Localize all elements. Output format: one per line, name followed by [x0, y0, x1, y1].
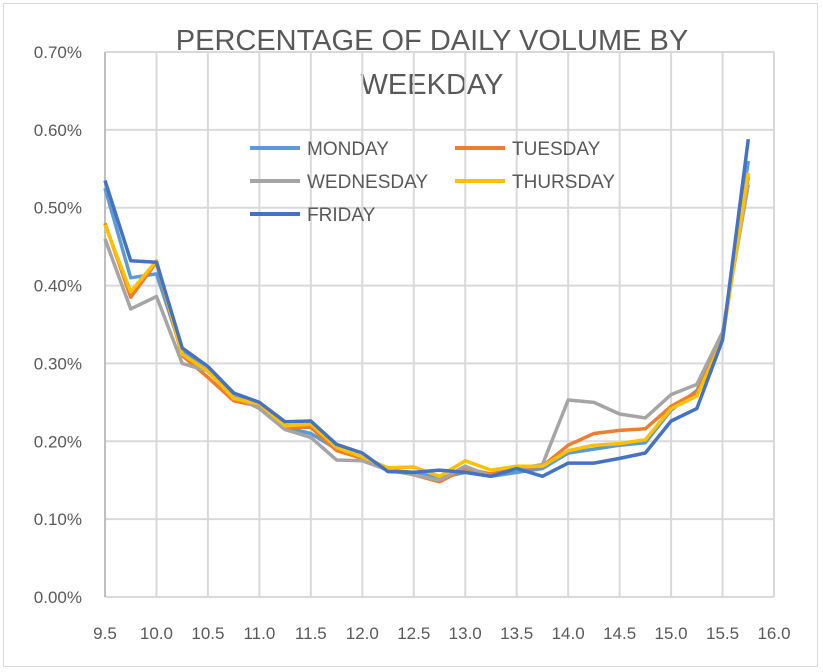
- y-tick-label: 0.70%: [34, 43, 82, 62]
- x-tick-label: 14.5: [603, 624, 636, 643]
- x-tick-label: 12.5: [397, 624, 430, 643]
- x-tick-label: 15.5: [706, 624, 739, 643]
- y-tick-label: 0.00%: [34, 588, 82, 607]
- y-tick-label: 0.60%: [34, 121, 82, 140]
- legend-label-wednesday: WEDNESDAY: [307, 172, 428, 193]
- x-tick-label: 9.5: [93, 624, 117, 643]
- x-tick-label: 12.0: [346, 624, 379, 643]
- x-tick-label: 10.5: [191, 624, 224, 643]
- chart-frame: [3, 3, 818, 667]
- x-tick-label: 11.0: [243, 624, 275, 643]
- x-tick-label: 13.0: [449, 624, 482, 643]
- series-line-thursday: [103, 172, 751, 479]
- legend-label-tuesday: TUESDAY: [512, 139, 601, 160]
- y-tick-label: 0.30%: [34, 354, 82, 373]
- legend-label-monday: MONDAY: [307, 139, 389, 160]
- y-tick-label: 0.50%: [34, 199, 82, 218]
- x-tick-label: 14.0: [552, 624, 585, 643]
- x-tick-label: 16.0: [757, 624, 790, 643]
- x-tick-label: 13.5: [500, 624, 533, 643]
- chart-title-line-2: WEEKDAY: [361, 69, 504, 101]
- x-tick-label: 15.0: [655, 624, 688, 643]
- x-tick-label: 10.0: [140, 624, 173, 643]
- y-tick-label: 0.40%: [34, 277, 82, 296]
- x-tick-label: 11.5: [295, 624, 327, 643]
- series-line-friday: [103, 138, 751, 479]
- y-tick-label: 0.10%: [34, 510, 82, 529]
- legend-label-friday: FRIDAY: [307, 205, 376, 226]
- legend-label-thursday: THURSDAY: [512, 172, 615, 193]
- y-tick-label: 0.20%: [34, 432, 82, 451]
